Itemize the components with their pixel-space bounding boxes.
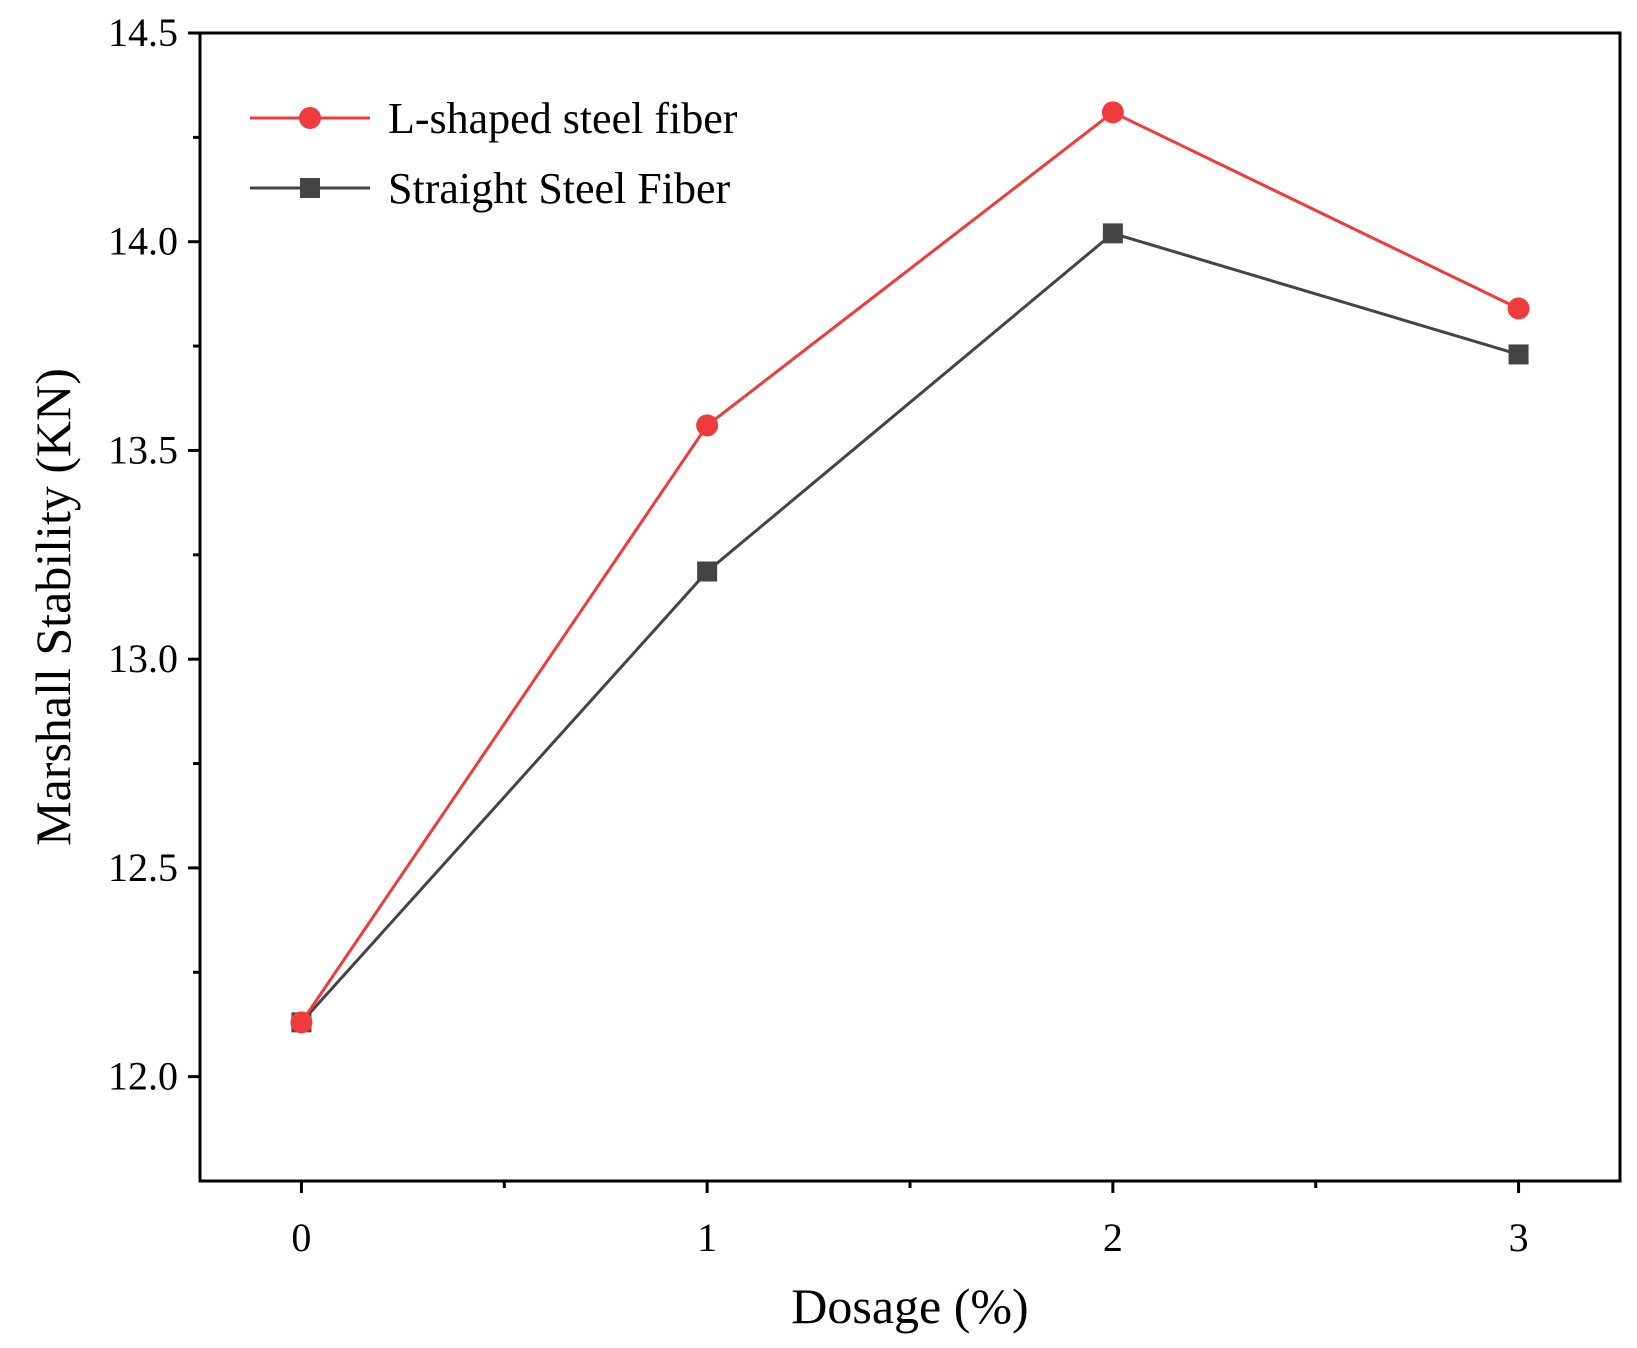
data-point-square — [1508, 344, 1529, 365]
legend-label: Straight Steel Fiber — [388, 164, 731, 213]
series-line-straight — [300, 231, 1520, 1024]
x-tick-label: 3 — [1509, 1215, 1529, 1260]
x-axis: 0 1 2 3 — [291, 1181, 1529, 1260]
y-tick-label: 12.5 — [108, 845, 178, 890]
data-point-circle — [290, 1011, 313, 1034]
y-axis-title: Marshall Stability (KN) — [25, 368, 81, 846]
legend-label: L-shaped steel fiber — [388, 94, 738, 143]
data-point-circle — [1507, 297, 1530, 320]
x-axis-title: Dosage (%) — [791, 1278, 1028, 1334]
data-point-circle — [696, 414, 719, 437]
data-point-circle — [1101, 101, 1124, 124]
y-tick-label: 13.5 — [108, 427, 178, 472]
x-tick-label: 0 — [291, 1215, 311, 1260]
legend-marker-circle — [299, 107, 321, 129]
y-tick-label: 14.0 — [108, 219, 178, 264]
data-point-square — [1102, 223, 1123, 244]
x-tick-label: 2 — [1103, 1215, 1123, 1260]
series-layer — [290, 101, 1530, 1034]
x-tick-label: 1 — [697, 1215, 717, 1260]
y-tick-label: 13.0 — [108, 636, 178, 681]
legend: L-shaped steel fiber Straight Steel Fiber — [250, 94, 738, 213]
legend-marker-square — [300, 178, 320, 198]
data-point-square — [697, 561, 718, 582]
y-tick-label: 14.5 — [108, 10, 178, 55]
y-axis: 12.0 12.5 13.0 13.5 14.0 14.5 — [108, 10, 200, 1099]
y-tick-label: 12.0 — [108, 1054, 178, 1099]
series-line-l-shaped — [300, 110, 1520, 1024]
